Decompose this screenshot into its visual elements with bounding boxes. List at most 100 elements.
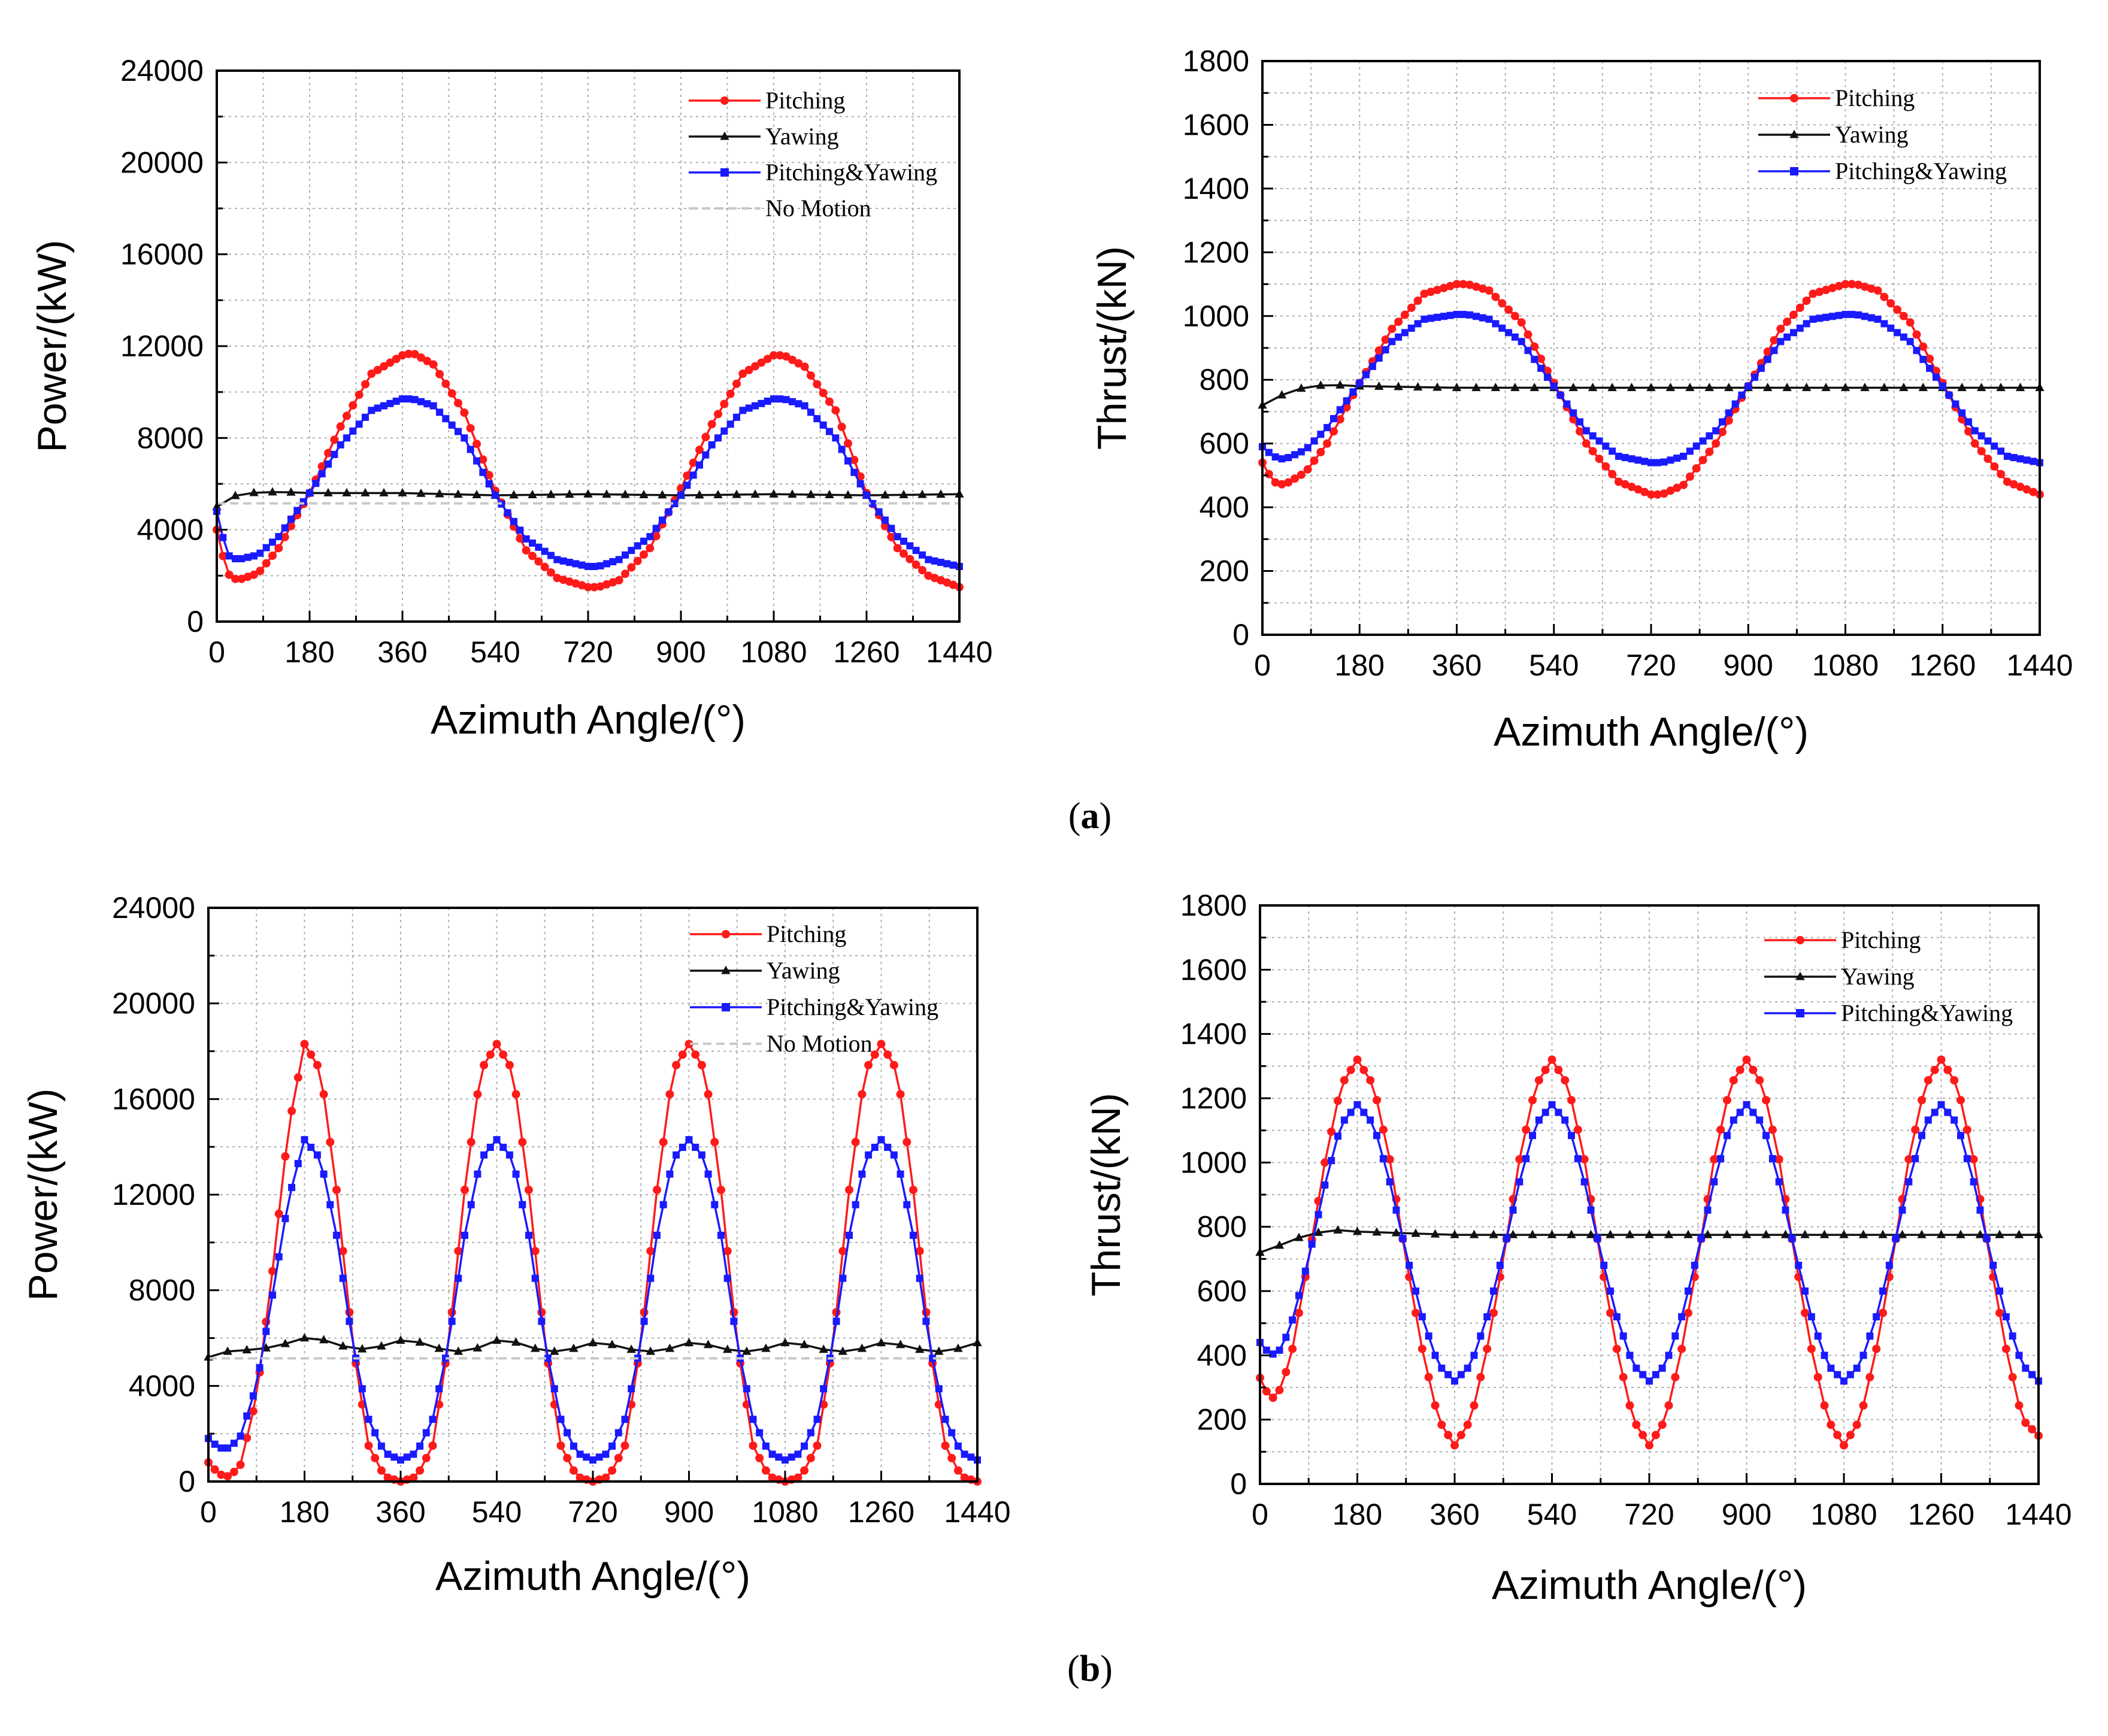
data-point xyxy=(1466,311,1474,319)
data-point xyxy=(858,1090,867,1099)
data-point xyxy=(1340,1075,1349,1084)
data-point xyxy=(1465,280,1474,289)
data-point xyxy=(330,435,339,444)
data-point xyxy=(948,1429,956,1437)
data-point xyxy=(473,1090,482,1099)
data-point xyxy=(707,420,716,429)
data-point xyxy=(1304,444,1312,452)
data-point xyxy=(1647,490,1655,499)
data-point xyxy=(569,1343,579,1352)
data-point xyxy=(826,428,833,435)
data-point xyxy=(1329,415,1337,423)
data-point xyxy=(268,551,277,560)
data-point xyxy=(1956,1229,1965,1238)
legend-marker xyxy=(720,168,729,177)
x-tick-label: 1440 xyxy=(2006,649,2073,682)
data-point xyxy=(1813,1373,1822,1381)
data-point xyxy=(1580,1155,1589,1164)
data-point xyxy=(275,533,283,541)
data-point xyxy=(953,1466,962,1475)
data-point xyxy=(752,402,759,410)
data-point xyxy=(763,355,772,363)
data-point xyxy=(1990,462,1999,471)
data-point xyxy=(1433,286,1442,295)
data-point xyxy=(1764,356,1771,363)
data-point xyxy=(1755,1075,1764,1084)
data-point xyxy=(325,460,332,468)
data-point xyxy=(1827,1364,1835,1372)
data-point xyxy=(844,457,852,465)
data-point xyxy=(1588,447,1597,456)
data-point xyxy=(1678,1313,1686,1320)
data-point xyxy=(1310,437,1318,445)
data-point xyxy=(377,1442,385,1450)
data-point xyxy=(1919,342,1928,351)
data-point xyxy=(1381,335,1390,344)
data-point xyxy=(1288,1344,1297,1353)
data-point xyxy=(1391,1228,1401,1237)
data-point xyxy=(653,1186,661,1195)
data-point xyxy=(1392,1206,1400,1214)
data-point xyxy=(807,1429,814,1437)
data-point xyxy=(2016,483,2025,492)
data-point xyxy=(268,1267,277,1276)
data-point xyxy=(1847,280,1856,289)
data-point xyxy=(723,1247,732,1256)
legend-marker xyxy=(722,1003,730,1011)
data-point xyxy=(689,471,697,479)
data-point xyxy=(820,1385,828,1393)
data-point xyxy=(1528,1096,1537,1105)
data-point xyxy=(1770,347,1778,355)
data-point xyxy=(1323,439,1332,448)
data-point xyxy=(300,1040,309,1049)
data-point xyxy=(794,1450,802,1458)
data-point xyxy=(324,449,332,458)
data-point xyxy=(1524,330,1532,339)
data-point xyxy=(1522,1125,1531,1134)
data-point xyxy=(1459,280,1468,289)
data-point xyxy=(896,1090,905,1099)
legend-label: Pitching&Yawing xyxy=(1841,999,2013,1026)
data-point xyxy=(583,489,593,498)
x-tick-label: 540 xyxy=(1529,649,1579,682)
data-point xyxy=(723,1274,731,1282)
data-point xyxy=(1353,1101,1361,1108)
data-point xyxy=(1751,373,1759,381)
data-point xyxy=(915,1247,924,1256)
data-point xyxy=(723,1344,732,1353)
data-point xyxy=(799,1340,809,1349)
data-point xyxy=(1703,1229,1713,1238)
data-point xyxy=(1995,1308,2004,1317)
data-point xyxy=(1453,311,1461,319)
data-point xyxy=(1789,310,1798,319)
data-point xyxy=(1704,1206,1712,1214)
data-point xyxy=(768,1473,777,1482)
data-point xyxy=(1658,1420,1667,1429)
data-point xyxy=(813,415,821,423)
data-point xyxy=(1401,329,1409,337)
data-point xyxy=(1424,1373,1433,1381)
data-point xyxy=(534,557,543,566)
data-point xyxy=(1789,329,1797,337)
data-point xyxy=(1761,1229,1771,1238)
data-point xyxy=(806,489,816,498)
data-point xyxy=(622,551,629,559)
data-point xyxy=(863,492,870,499)
data-point xyxy=(2001,1344,2010,1353)
data-point xyxy=(1503,1234,1510,1242)
data-point xyxy=(1282,1334,1290,1341)
data-point xyxy=(1880,292,1889,301)
data-point xyxy=(1313,1227,1323,1236)
data-point xyxy=(819,389,828,398)
data-point xyxy=(1997,469,2006,478)
data-point xyxy=(843,490,853,499)
data-point xyxy=(249,487,259,496)
data-point xyxy=(659,516,666,524)
data-point xyxy=(1777,338,1785,346)
data-point xyxy=(1899,383,1909,392)
data-point xyxy=(243,1434,252,1443)
data-point xyxy=(1945,391,1953,399)
data-point xyxy=(1995,1229,2004,1238)
data-point xyxy=(238,555,246,562)
